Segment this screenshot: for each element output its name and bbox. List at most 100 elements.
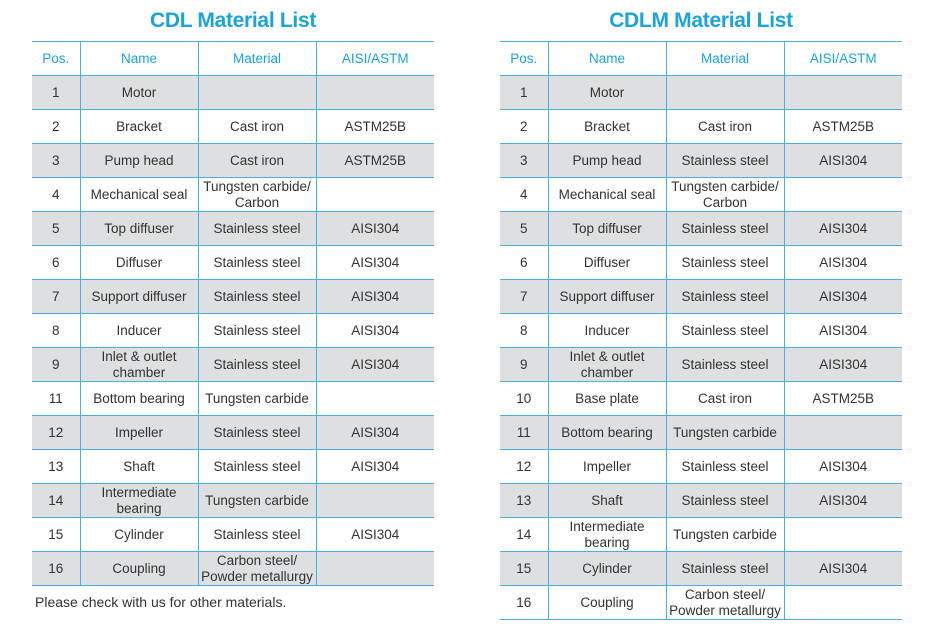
aisi-astm-cell: AISI304	[315, 313, 434, 348]
table-row: 5 Top diffuser Stainless steel AISI304	[32, 211, 434, 246]
aisi-astm-cell: AISI304	[783, 313, 902, 348]
name-cell: Inlet & outlet chamber	[547, 347, 666, 382]
material-cell: Tungsten carbide	[665, 517, 784, 552]
aisi-astm-cell: AISI304	[315, 211, 434, 246]
pos-cell: 1	[500, 75, 548, 110]
aisi-astm-cell	[783, 75, 902, 110]
pos-cell: 5	[500, 211, 548, 246]
material-cell	[665, 75, 784, 110]
table-row: 15 Cylinder Stainless steel AISI304	[500, 551, 902, 586]
name-cell: Pump head	[79, 143, 198, 178]
pos-cell: 13	[32, 449, 80, 484]
name-cell: Support diffuser	[79, 279, 198, 314]
table-header-row: Pos. Name Material AISI/ASTM	[500, 41, 902, 76]
table-row: 14 Intermediate bearing Tungsten carbide	[500, 517, 902, 552]
material-cell: Stainless steel	[197, 245, 316, 280]
table-row: 1 Motor	[32, 75, 434, 110]
material-cell: Cast iron	[665, 109, 784, 144]
name-cell: Mechanical seal	[79, 177, 198, 212]
aisi-astm-cell: AISI304	[315, 517, 434, 552]
name-cell: Support diffuser	[547, 279, 666, 314]
aisi-astm-cell: AISI304	[783, 279, 902, 314]
table-row: 3 Pump head Stainless steel AISI304	[500, 143, 902, 178]
name-cell: Base plate	[547, 381, 666, 416]
name-cell: Impeller	[79, 415, 198, 450]
table-row: 7 Support diffuser Stainless steel AISI304	[32, 279, 434, 314]
aisi-astm-cell	[315, 177, 434, 212]
pos-cell: 8	[32, 313, 80, 348]
pos-cell: 11	[32, 381, 80, 416]
pos-cell: 9	[500, 347, 548, 382]
material-cell: Cast iron	[197, 143, 316, 178]
pos-cell: 4	[32, 177, 80, 212]
name-cell: Inlet & outlet chamber	[79, 347, 198, 382]
name-cell: Motor	[547, 75, 666, 110]
pos-cell: 9	[32, 347, 80, 382]
table-row: 3 Pump head Cast iron ASTM25B	[32, 143, 434, 178]
table-row: 4 Mechanical seal Tungsten carbide/ Carbon	[32, 177, 434, 212]
pos-cell: 15	[32, 517, 80, 552]
pos-cell: 11	[500, 415, 548, 450]
pos-cell: 5	[32, 211, 80, 246]
table-header-row: Pos. Name Material AISI/ASTM	[32, 41, 434, 76]
name-cell: Coupling	[79, 551, 198, 586]
aisi-astm-cell: ASTM25B	[315, 109, 434, 144]
table-row: 2 Bracket Cast iron ASTM25B	[32, 109, 434, 144]
name-cell: Top diffuser	[547, 211, 666, 246]
material-cell: Stainless steel	[197, 211, 316, 246]
header-pos: Pos.	[500, 41, 548, 76]
table-row: 7 Support diffuser Stainless steel AISI304	[500, 279, 902, 314]
aisi-astm-cell: AISI304	[783, 449, 902, 484]
name-cell: Coupling	[547, 585, 666, 620]
name-cell: Inducer	[79, 313, 198, 348]
name-cell: Diffuser	[79, 245, 198, 280]
material-cell: Stainless steel	[665, 279, 784, 314]
pos-cell: 4	[500, 177, 548, 212]
aisi-astm-cell	[783, 415, 902, 450]
pos-cell: 15	[500, 551, 548, 586]
material-cell: Stainless steel	[665, 449, 784, 484]
material-cell: Stainless steel	[197, 313, 316, 348]
aisi-astm-cell: AISI304	[783, 143, 902, 178]
pos-cell: 12	[500, 449, 548, 484]
pos-cell: 14	[32, 483, 80, 518]
material-cell: Stainless steel	[665, 245, 784, 280]
name-cell: Diffuser	[547, 245, 666, 280]
aisi-astm-cell: ASTM25B	[783, 109, 902, 144]
pos-cell: 10	[500, 381, 548, 416]
table-row: 10 Base plate Cast iron ASTM25B	[500, 381, 902, 416]
aisi-astm-cell	[315, 381, 434, 416]
cdl-material-table: Pos. Name Material AISI/ASTM 1 Motor 2 Brac…	[32, 41, 434, 586]
material-cell: Stainless steel	[665, 211, 784, 246]
table-row: 13 Shaft Stainless steel AISI304	[500, 483, 902, 518]
aisi-astm-cell: ASTM25B	[783, 381, 902, 416]
cdl-table-body: 1 Motor 2 Bracket Cast iron ASTM25B 3 Pump head…	[32, 75, 434, 586]
material-cell	[197, 75, 316, 110]
name-cell: Mechanical seal	[547, 177, 666, 212]
name-cell: Cylinder	[79, 517, 198, 552]
material-cell: Tungsten carbide	[197, 483, 316, 518]
table-row: 2 Bracket Cast iron ASTM25B	[500, 109, 902, 144]
aisi-astm-cell: AISI304	[315, 245, 434, 280]
cdlm-material-table: Pos. Name Material AISI/ASTM 1 Motor 2 Brac…	[500, 41, 902, 620]
name-cell: Top diffuser	[79, 211, 198, 246]
aisi-astm-cell: AISI304	[315, 449, 434, 484]
aisi-astm-cell	[315, 551, 434, 586]
name-cell: Shaft	[547, 483, 666, 518]
material-cell: Stainless steel	[197, 415, 316, 450]
header-material: Material	[197, 41, 316, 76]
aisi-astm-cell: AISI304	[783, 245, 902, 280]
name-cell: Pump head	[547, 143, 666, 178]
pos-cell: 2	[500, 109, 548, 144]
aisi-astm-cell: AISI304	[783, 551, 902, 586]
header-name: Name	[79, 41, 198, 76]
material-cell: Tungsten carbide	[665, 415, 784, 450]
table-row: 12 Impeller Stainless steel AISI304	[32, 415, 434, 450]
material-cell: Cast iron	[197, 109, 316, 144]
pos-cell: 6	[32, 245, 80, 280]
table-row: 15 Cylinder Stainless steel AISI304	[32, 517, 434, 552]
table-row: 5 Top diffuser Stainless steel AISI304	[500, 211, 902, 246]
pos-cell: 12	[32, 415, 80, 450]
header-aisi-astm: AISI/ASTM	[315, 41, 434, 76]
material-cell: Stainless steel	[197, 279, 316, 314]
